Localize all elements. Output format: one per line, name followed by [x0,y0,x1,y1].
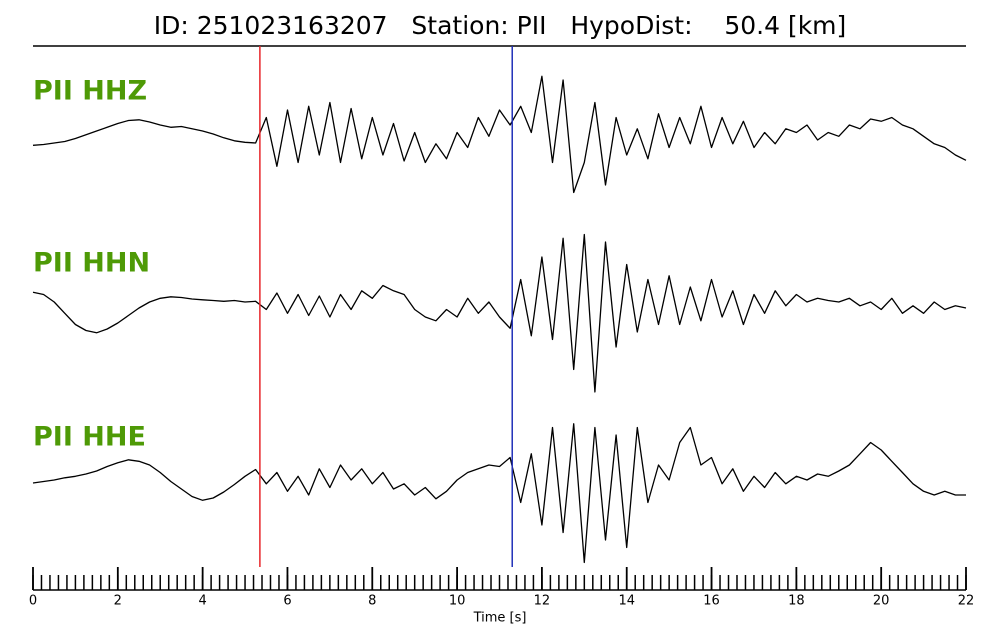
waveform [32,233,967,393]
x-tick-label: 16 [703,594,720,609]
channel-label: PII HHE [33,422,146,453]
x-tick-label: 10 [449,594,466,609]
waveform [32,75,967,194]
x-tick-label: 14 [618,594,635,609]
channel-label: PII HHN [33,248,150,279]
x-tick-label: 6 [283,594,291,609]
x-tick-label: 2 [114,594,122,609]
x-axis-label: Time [s] [473,611,527,626]
x-tick-label: 20 [873,594,890,609]
channel-label: PII HHZ [33,76,147,107]
x-tick-label: 0 [29,594,37,609]
waveform [32,423,966,564]
chart-title: ID: 251023163207 Station: PII HypoDist: … [154,11,847,40]
x-tick-label: 8 [368,594,376,609]
x-tick-label: 22 [958,594,975,609]
x-tick-label: 4 [198,594,206,609]
x-tick-label: 12 [534,594,551,609]
x-tick-label: 18 [788,594,805,609]
